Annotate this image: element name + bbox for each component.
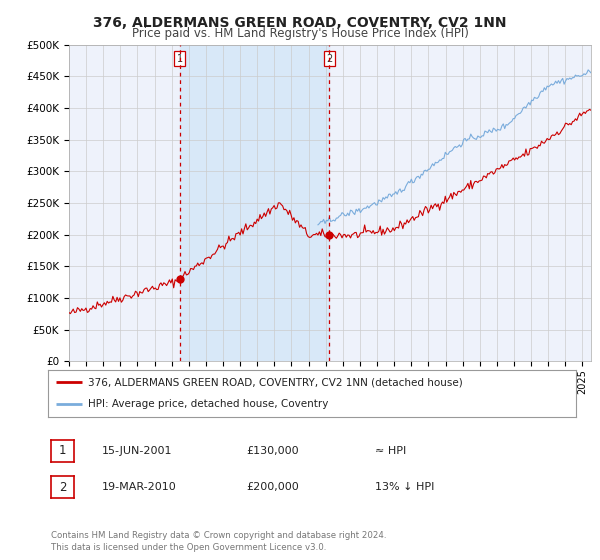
Text: £130,000: £130,000: [246, 446, 299, 456]
Text: 2: 2: [326, 54, 332, 64]
Bar: [179, 45, 329, 361]
Text: ≈ HPI: ≈ HPI: [375, 446, 406, 456]
Text: Price paid vs. HM Land Registry's House Price Index (HPI): Price paid vs. HM Land Registry's House …: [131, 27, 469, 40]
Text: 376, ALDERMANS GREEN ROAD, COVENTRY, CV2 1NN (detached house): 376, ALDERMANS GREEN ROAD, COVENTRY, CV2…: [88, 377, 463, 388]
Text: 13% ↓ HPI: 13% ↓ HPI: [375, 482, 434, 492]
Text: 15-JUN-2001: 15-JUN-2001: [102, 446, 173, 456]
Text: Contains HM Land Registry data © Crown copyright and database right 2024.
This d: Contains HM Land Registry data © Crown c…: [51, 531, 386, 552]
Text: 1: 1: [176, 54, 182, 64]
Text: 19-MAR-2010: 19-MAR-2010: [102, 482, 177, 492]
Text: HPI: Average price, detached house, Coventry: HPI: Average price, detached house, Cove…: [88, 399, 328, 409]
Text: 1: 1: [59, 444, 66, 458]
Text: £200,000: £200,000: [246, 482, 299, 492]
Text: 2: 2: [59, 480, 66, 494]
Text: 376, ALDERMANS GREEN ROAD, COVENTRY, CV2 1NN: 376, ALDERMANS GREEN ROAD, COVENTRY, CV2…: [93, 16, 507, 30]
